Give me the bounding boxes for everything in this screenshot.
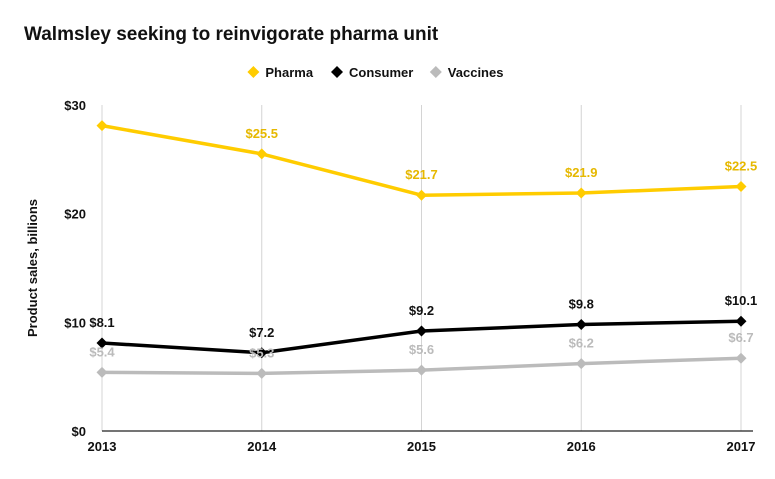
chart-title: Walmsley seeking to reinvigorate pharma … xyxy=(24,24,439,45)
data-point-pharma-2017 xyxy=(735,181,747,192)
data-point-vaccines-2015 xyxy=(416,364,427,376)
y-tick-label: $20 xyxy=(64,207,86,222)
legend-label-vaccines: Vaccines xyxy=(448,65,504,80)
data-label-pharma-2016: $21.9 xyxy=(565,165,598,180)
data-label-vaccines-2016: $6.2 xyxy=(569,336,594,351)
x-tick-label: 2015 xyxy=(407,439,436,454)
legend-label-pharma: Pharma xyxy=(265,65,313,80)
data-label-consumer-2016: $9.8 xyxy=(569,297,594,312)
data-point-consumer-2014 xyxy=(256,347,268,359)
data-label-consumer-2014: $7.2 xyxy=(249,325,274,340)
data-point-consumer-2017 xyxy=(735,315,747,327)
legend-marker-pharma xyxy=(247,66,260,78)
data-point-consumer-2015 xyxy=(416,325,427,337)
data-label-consumer-2015: $9.2 xyxy=(409,303,434,318)
data-point-consumer-2013 xyxy=(96,337,108,349)
data-label-vaccines-2013: $5.4 xyxy=(89,344,115,359)
data-label-pharma-2014: $25.5 xyxy=(245,126,278,141)
data-label-vaccines-2017: $6.7 xyxy=(728,330,753,345)
legend-label-consumer: Consumer xyxy=(349,65,413,80)
data-label-vaccines-2014: $5.3 xyxy=(249,345,274,360)
data-point-pharma-2013 xyxy=(96,120,108,132)
data-point-vaccines-2016 xyxy=(575,358,587,370)
data-label-vaccines-2015: $5.6 xyxy=(409,342,434,357)
y-tick-label: $30 xyxy=(64,98,86,113)
data-point-vaccines-2017 xyxy=(735,352,747,364)
x-tick-label: 2014 xyxy=(247,439,277,454)
data-point-pharma-2014 xyxy=(256,148,268,160)
x-tick-label: 2017 xyxy=(727,439,756,454)
data-label-consumer-2017: $10.1 xyxy=(725,293,758,308)
x-tick-label: 2013 xyxy=(88,439,117,454)
legend-marker-consumer xyxy=(331,66,343,78)
data-label-consumer-2013: $8.1 xyxy=(89,315,114,330)
data-point-vaccines-2014 xyxy=(256,367,268,379)
y-axis-label: Product sales, billions xyxy=(25,199,40,337)
data-point-pharma-2015 xyxy=(416,189,427,201)
legend-marker-vaccines xyxy=(429,66,442,78)
data-label-pharma-2017: $22.5 xyxy=(725,159,758,174)
y-tick-label: $10 xyxy=(64,315,86,330)
y-tick-label: $0 xyxy=(72,424,86,439)
x-tick-label: 2016 xyxy=(567,439,596,454)
data-label-pharma-2015: $21.7 xyxy=(405,167,438,182)
data-point-consumer-2016 xyxy=(575,319,587,331)
data-point-pharma-2016 xyxy=(575,187,587,199)
data-point-vaccines-2013 xyxy=(96,366,108,378)
